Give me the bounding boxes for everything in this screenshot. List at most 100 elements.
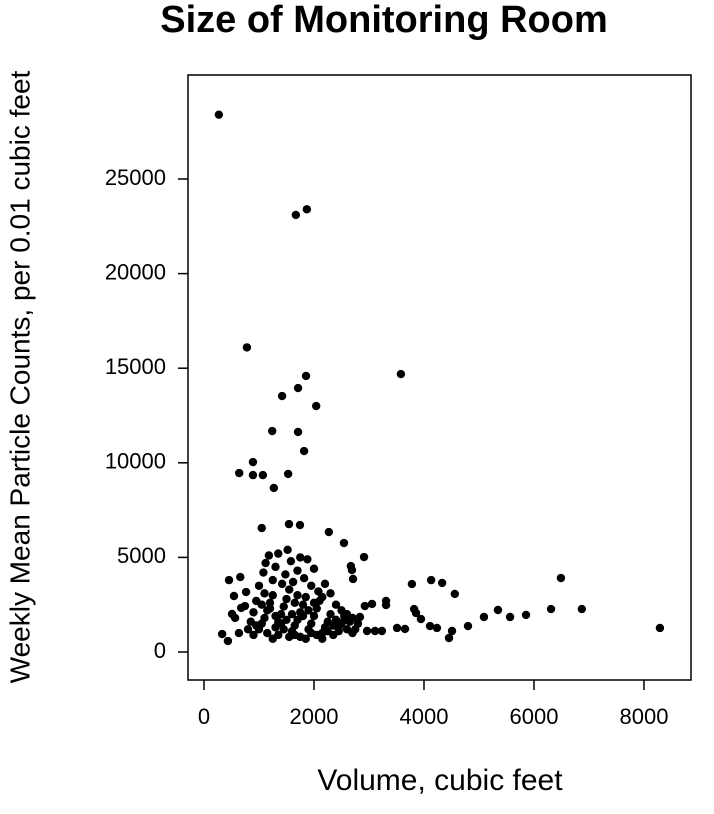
point — [293, 383, 303, 393]
point — [271, 611, 280, 621]
point — [258, 470, 268, 480]
point — [286, 556, 296, 566]
point — [291, 210, 301, 220]
point — [283, 469, 293, 479]
point — [367, 599, 377, 609]
x-tick-label: 2000 — [290, 704, 339, 729]
point — [298, 611, 308, 621]
point — [223, 636, 233, 646]
point — [263, 628, 272, 638]
y-tick-label: 20000 — [105, 259, 166, 284]
point — [277, 579, 287, 589]
point — [277, 391, 287, 401]
point — [339, 538, 349, 548]
point — [370, 626, 380, 636]
point — [243, 625, 253, 634]
point — [293, 427, 303, 437]
point — [311, 401, 321, 411]
x-tick-label: 8000 — [620, 704, 669, 729]
point — [236, 572, 245, 582]
point — [271, 562, 280, 572]
x-tick-label: 6000 — [510, 704, 559, 729]
y-tick-label: 0 — [154, 638, 166, 663]
point — [287, 609, 297, 619]
point — [521, 610, 531, 620]
point — [416, 614, 426, 624]
point — [224, 575, 234, 585]
point — [392, 623, 402, 633]
point — [437, 578, 447, 588]
point — [267, 426, 277, 436]
point — [301, 371, 311, 381]
point — [261, 558, 270, 568]
point — [351, 625, 360, 634]
point — [331, 600, 341, 609]
y-axis-label: Weekly Mean Particle Counts, per 0.01 cu… — [4, 70, 35, 683]
point — [214, 110, 224, 119]
point — [301, 592, 310, 602]
point — [396, 369, 406, 379]
point — [318, 592, 327, 602]
point — [281, 570, 290, 579]
y-tick-label: 15000 — [105, 354, 166, 379]
point — [248, 457, 258, 467]
point — [264, 551, 274, 560]
point — [259, 568, 268, 577]
point — [295, 520, 305, 530]
point — [293, 591, 302, 600]
point — [326, 589, 335, 598]
point — [340, 615, 349, 625]
point — [249, 608, 258, 617]
point — [248, 470, 258, 480]
point — [227, 609, 237, 619]
point — [257, 523, 266, 533]
point — [257, 600, 266, 609]
point — [577, 604, 587, 614]
point — [279, 602, 288, 611]
point — [326, 609, 335, 619]
point — [334, 623, 343, 632]
point — [324, 527, 334, 537]
point — [407, 579, 417, 589]
point — [260, 589, 269, 598]
point — [283, 545, 292, 555]
point — [348, 613, 357, 623]
point — [249, 630, 258, 640]
y-tick-label: 5000 — [117, 543, 166, 568]
point — [268, 591, 277, 600]
point — [450, 589, 459, 599]
point — [269, 483, 279, 493]
point — [241, 587, 251, 597]
point — [425, 621, 435, 631]
point — [409, 604, 419, 614]
point — [432, 623, 442, 633]
point — [276, 619, 286, 628]
point — [302, 205, 312, 214]
point — [655, 623, 665, 633]
x-tick-label: 4000 — [400, 704, 449, 729]
point — [362, 626, 372, 636]
point — [301, 634, 310, 643]
y-tick-label: 25000 — [105, 165, 166, 190]
point — [426, 575, 436, 585]
point — [377, 626, 387, 636]
point — [348, 574, 358, 584]
point — [285, 585, 294, 594]
x-axis-label: Volume, cubic feet — [317, 764, 563, 797]
chart-title: Size of Monitoring Room — [160, 0, 608, 41]
point — [274, 630, 283, 640]
point — [296, 553, 305, 562]
point — [217, 629, 227, 639]
point — [463, 621, 473, 631]
point — [274, 549, 283, 558]
point — [288, 577, 298, 587]
point — [254, 581, 264, 590]
point — [298, 600, 308, 609]
point — [400, 624, 410, 634]
point — [234, 628, 244, 638]
point — [359, 552, 369, 562]
point — [242, 343, 252, 352]
point — [229, 591, 239, 601]
point — [444, 633, 454, 643]
